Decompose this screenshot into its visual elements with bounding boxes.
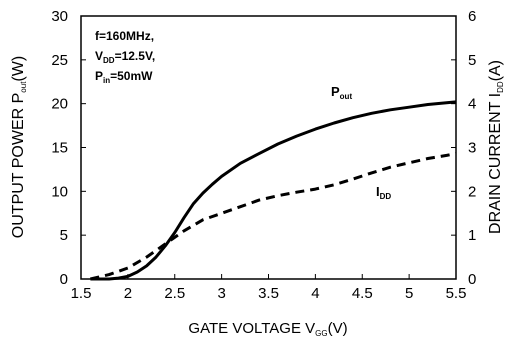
condition-line: Pin=50mW	[95, 69, 153, 85]
series-line-idd	[90, 152, 457, 281]
y-left-axis-title: OUTPUT POWER Pout(W)	[10, 56, 28, 238]
x-tick-label: 3.5	[258, 285, 279, 302]
series-label-pout: Pout	[331, 84, 352, 101]
y-right-tick-label: 0	[468, 271, 476, 288]
condition-line: VDD=12.5V,	[95, 49, 155, 65]
x-tick-label: 1.5	[71, 285, 92, 302]
conditions-annotation: f=160MHz, VDD=12.5V, Pin=50mW	[95, 29, 155, 85]
x-tick-label: 2.5	[164, 285, 185, 302]
y-right-tick-label: 1	[468, 227, 476, 244]
y-left-tick-label: 20	[51, 96, 68, 113]
x-tick-label: 3	[217, 285, 225, 302]
y-right-tick-label: 5	[468, 52, 476, 69]
y-left-tick-label: 5	[60, 227, 68, 244]
y-right-tick-label: 3	[468, 140, 476, 157]
y-right-tick-label: 6	[468, 8, 476, 25]
x-tick-label: 4	[311, 285, 319, 302]
x-tick-label: 5.5	[446, 285, 467, 302]
series-line-pout	[90, 100, 457, 281]
x-tick-label: 4.5	[352, 285, 373, 302]
condition-line: f=160MHz,	[95, 29, 154, 43]
tick-marks	[80, 15, 457, 280]
series-lines	[90, 100, 457, 281]
y-left-tick-label: 10	[51, 183, 68, 200]
y-right-tick-label: 2	[468, 183, 476, 200]
x-axis-title: GATE VOLTAGE VGG(V)	[188, 320, 347, 338]
y-left-tick-label: 0	[60, 271, 68, 288]
y-left-tick-label: 25	[51, 52, 68, 69]
x-tick-label: 2	[124, 285, 132, 302]
y-right-axis-title: DRAIN CURRENT IDD(A)	[487, 60, 505, 234]
series-label-idd: IDD	[376, 184, 391, 201]
y-left-tick-label: 30	[51, 8, 68, 25]
y-left-tick-label: 15	[51, 140, 68, 157]
x-tick-label: 5	[405, 285, 413, 302]
y-right-tick-label: 4	[468, 96, 476, 113]
